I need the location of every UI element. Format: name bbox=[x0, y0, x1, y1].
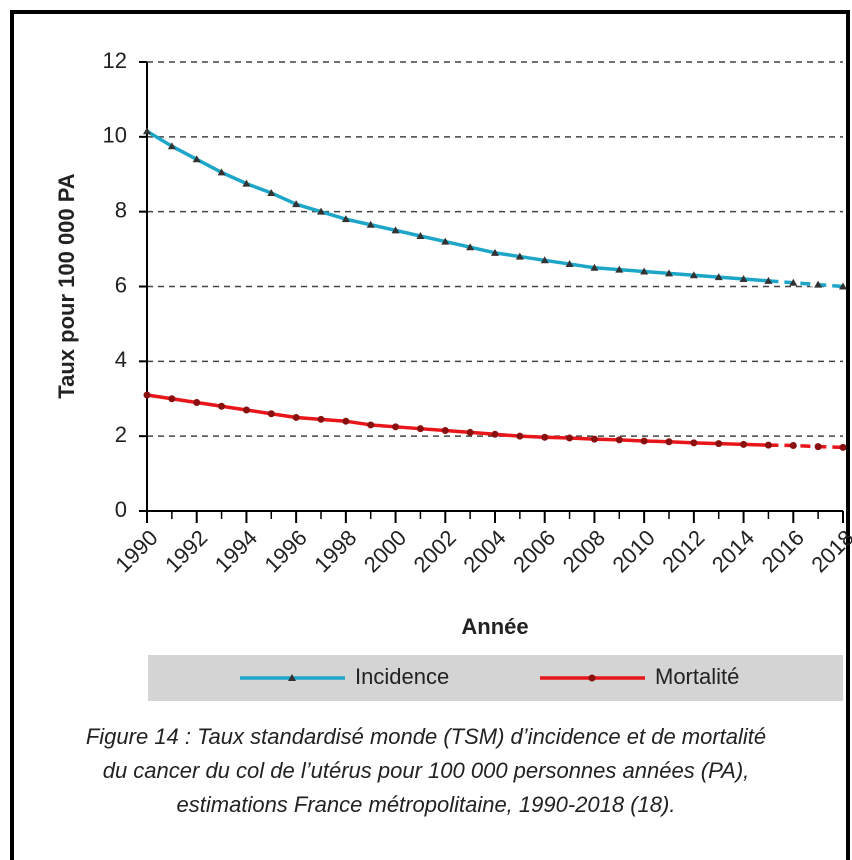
point bbox=[391, 226, 400, 234]
x-tick-label: 2004 bbox=[458, 525, 510, 577]
point bbox=[416, 425, 424, 433]
caption: Figure 14 : Taux standardisé monde (TSM)… bbox=[86, 724, 766, 749]
point bbox=[342, 417, 350, 425]
point bbox=[566, 434, 574, 442]
x-axis-label: Année bbox=[461, 614, 528, 639]
y-axis-label: Taux pour 100 000 PA bbox=[54, 173, 79, 398]
legend-marker bbox=[288, 674, 296, 681]
point bbox=[317, 415, 325, 423]
point bbox=[516, 432, 524, 440]
y-tick-label: 8 bbox=[115, 197, 127, 222]
point bbox=[267, 410, 275, 418]
point bbox=[740, 440, 748, 448]
x-tick-label: 2006 bbox=[508, 525, 560, 577]
point bbox=[267, 188, 276, 196]
projection-gap bbox=[768, 278, 844, 289]
x-tick-label: 1996 bbox=[259, 525, 311, 577]
point bbox=[515, 252, 524, 260]
y-tick-label: 10 bbox=[103, 123, 127, 148]
x-tick-label: 1992 bbox=[160, 525, 212, 577]
y-tick-label: 4 bbox=[115, 347, 127, 372]
point bbox=[640, 437, 648, 445]
point bbox=[168, 395, 176, 403]
point bbox=[292, 413, 300, 421]
point bbox=[317, 207, 325, 215]
point bbox=[565, 260, 574, 268]
point bbox=[540, 256, 549, 264]
point bbox=[739, 275, 748, 283]
point bbox=[392, 423, 400, 431]
point bbox=[690, 439, 698, 447]
point bbox=[789, 278, 798, 286]
point bbox=[764, 276, 773, 284]
point bbox=[217, 168, 226, 176]
y-tick-label: 6 bbox=[115, 272, 127, 297]
point bbox=[292, 200, 301, 208]
x-tick-label: 2012 bbox=[657, 525, 709, 577]
y-tick-label: 12 bbox=[103, 48, 127, 73]
x-tick-label: 2018 bbox=[806, 525, 852, 577]
point bbox=[242, 406, 250, 414]
y-tick-label: 0 bbox=[115, 497, 127, 522]
point bbox=[715, 440, 723, 448]
x-tick-label: 2002 bbox=[409, 525, 461, 577]
x-tick-label: 1994 bbox=[210, 525, 262, 577]
point bbox=[491, 248, 499, 256]
series-line bbox=[146, 393, 844, 450]
point bbox=[366, 220, 375, 228]
point bbox=[143, 127, 151, 135]
y-tick-label: 2 bbox=[115, 422, 127, 447]
legend-label: Incidence bbox=[355, 664, 449, 689]
legend-marker bbox=[588, 674, 596, 682]
point bbox=[590, 263, 599, 271]
point bbox=[341, 215, 350, 223]
point bbox=[665, 438, 673, 446]
caption: estimations France métropolitaine, 1990-… bbox=[177, 792, 676, 817]
point bbox=[839, 282, 847, 290]
point bbox=[814, 280, 823, 288]
caption: du cancer du col de l’utérus pour 100 00… bbox=[103, 758, 750, 783]
x-tick-label: 2014 bbox=[707, 525, 759, 577]
x-tick-label: 1990 bbox=[110, 525, 162, 577]
point bbox=[590, 435, 598, 443]
point bbox=[541, 433, 549, 441]
x-tick-label: 1998 bbox=[309, 525, 361, 577]
point bbox=[714, 273, 723, 281]
point bbox=[764, 441, 772, 449]
point bbox=[640, 267, 649, 275]
point bbox=[814, 443, 822, 451]
point bbox=[689, 271, 698, 279]
point bbox=[466, 243, 475, 251]
point bbox=[167, 142, 176, 150]
point bbox=[839, 443, 847, 451]
point bbox=[143, 391, 151, 399]
point bbox=[242, 179, 251, 187]
point bbox=[441, 237, 450, 245]
legend-label: Mortalité bbox=[655, 664, 739, 689]
x-tick-label: 2008 bbox=[558, 525, 610, 577]
point bbox=[615, 436, 623, 444]
point bbox=[218, 402, 226, 410]
x-tick-label: 2000 bbox=[359, 525, 411, 577]
point bbox=[441, 427, 449, 435]
point bbox=[789, 442, 797, 450]
series-line bbox=[146, 129, 844, 289]
point bbox=[665, 269, 673, 277]
point bbox=[192, 155, 201, 163]
point bbox=[615, 265, 624, 273]
point bbox=[416, 231, 425, 239]
point bbox=[491, 430, 499, 438]
point bbox=[466, 428, 474, 436]
x-tick-label: 2016 bbox=[757, 525, 809, 577]
frame bbox=[10, 10, 850, 860]
point bbox=[193, 398, 201, 406]
point bbox=[367, 421, 375, 429]
x-tick-label: 2010 bbox=[607, 525, 659, 577]
projection-gap bbox=[768, 442, 844, 450]
